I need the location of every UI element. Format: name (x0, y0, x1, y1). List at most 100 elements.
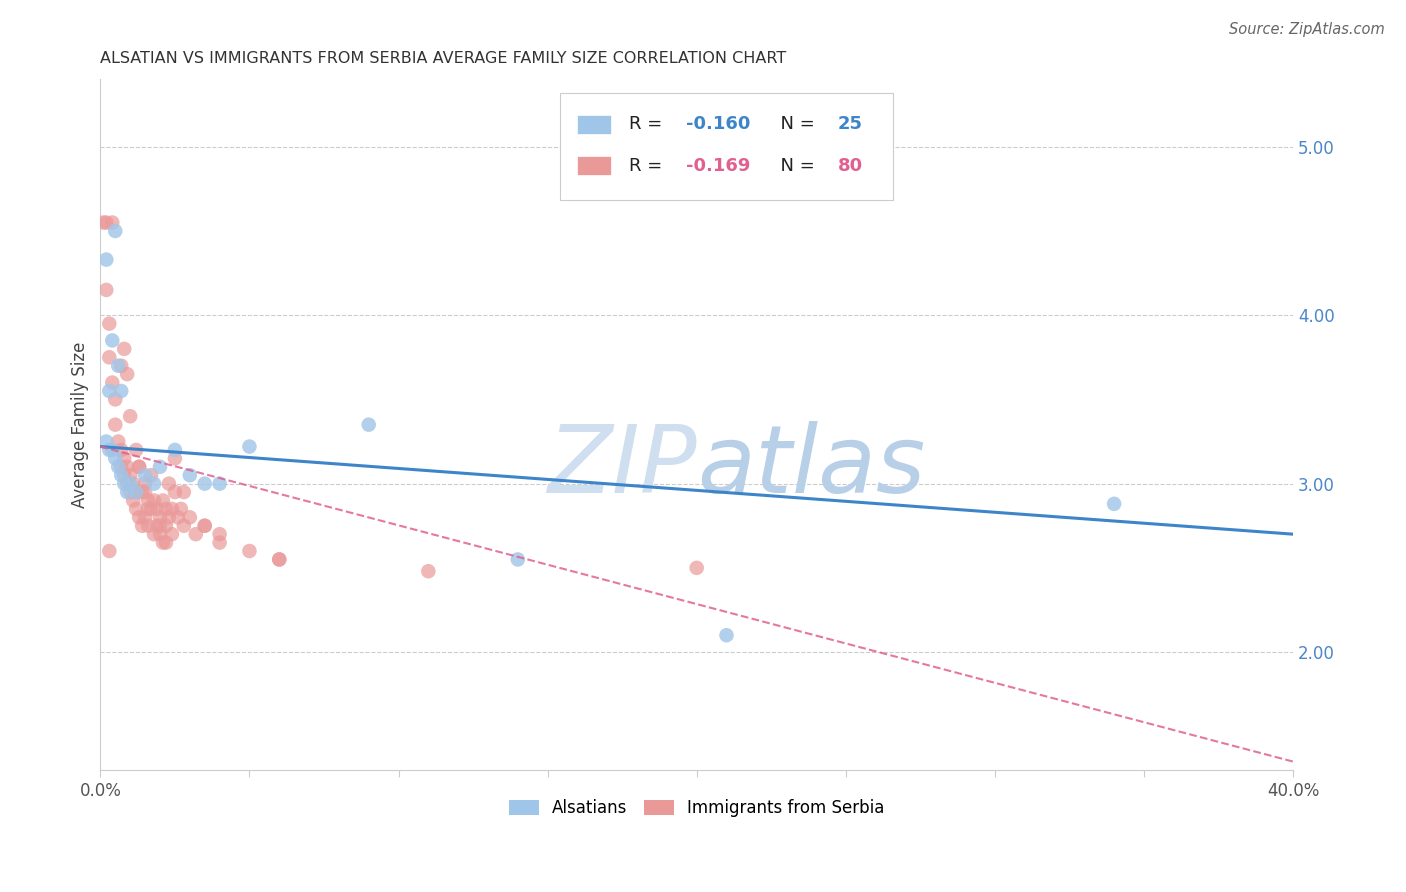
Point (125, 442, 148, 457)
Point (125, 502, 148, 516)
Point (173, 485, 195, 500)
Point (107, 459, 129, 474)
Point (179, 468, 201, 483)
Point (131, 485, 153, 500)
Point (104, 451, 127, 466)
Text: -0.169: -0.169 (686, 157, 751, 175)
Point (112, 342, 135, 356)
Point (110, 468, 132, 483)
Point (163, 442, 186, 457)
Point (120, 476, 142, 491)
Point (157, 510, 180, 524)
Point (120, 468, 142, 483)
Point (110, 359, 132, 373)
Point (98, 544, 121, 558)
Point (107, 359, 129, 373)
Text: atlas: atlas (697, 421, 925, 512)
Point (96, 215, 118, 229)
Point (98, 317, 121, 331)
Point (152, 493, 174, 508)
Point (160, 502, 183, 516)
Point (101, 442, 124, 457)
Text: N =: N = (769, 157, 821, 175)
Point (101, 334, 124, 348)
Point (149, 518, 172, 533)
Point (146, 518, 169, 533)
Point (122, 493, 145, 508)
Point (134, 476, 156, 491)
Point (139, 468, 162, 483)
Point (155, 518, 177, 533)
Point (98, 351, 121, 365)
Point (136, 493, 159, 508)
Text: 80: 80 (838, 157, 862, 175)
Point (107, 434, 129, 449)
Point (179, 510, 201, 524)
Text: ZIP: ZIP (547, 421, 697, 512)
Point (96, 434, 118, 449)
Point (686, 561, 709, 575)
Point (120, 485, 142, 500)
FancyBboxPatch shape (578, 156, 610, 176)
Point (194, 518, 217, 533)
Point (115, 367, 138, 381)
Point (143, 527, 166, 541)
Point (136, 502, 159, 516)
Point (110, 442, 132, 457)
Text: Source: ZipAtlas.com: Source: ZipAtlas.com (1229, 22, 1385, 37)
Point (104, 224, 127, 238)
Text: -0.160: -0.160 (686, 115, 751, 133)
Point (139, 502, 162, 516)
Point (163, 485, 186, 500)
Point (120, 409, 142, 424)
Point (98, 442, 121, 457)
Point (143, 493, 166, 508)
Point (208, 527, 231, 541)
Point (149, 459, 172, 474)
Text: R =: R = (628, 115, 668, 133)
Point (101, 376, 124, 390)
Point (101, 215, 124, 229)
Point (157, 476, 180, 491)
Point (110, 459, 132, 474)
Point (122, 476, 145, 491)
Point (152, 535, 174, 549)
Text: ALSATIAN VS IMMIGRANTS FROM SERBIA AVERAGE FAMILY SIZE CORRELATION CHART: ALSATIAN VS IMMIGRANTS FROM SERBIA AVERA… (100, 51, 786, 66)
Point (96, 283, 118, 297)
Point (208, 535, 231, 549)
Point (104, 392, 127, 407)
Y-axis label: Average Family Size: Average Family Size (72, 342, 89, 508)
Point (160, 527, 183, 541)
Point (149, 527, 172, 541)
Point (167, 510, 190, 524)
Point (173, 518, 195, 533)
Point (716, 628, 738, 642)
Point (98, 384, 121, 398)
Point (128, 510, 150, 524)
Point (146, 502, 169, 516)
FancyBboxPatch shape (560, 93, 893, 200)
Point (134, 510, 156, 524)
Point (112, 476, 135, 491)
Point (1102, 497, 1125, 511)
Point (136, 518, 159, 533)
Point (238, 440, 260, 454)
Point (104, 417, 127, 432)
Point (170, 502, 193, 516)
Point (115, 485, 138, 500)
Point (184, 527, 207, 541)
Point (155, 502, 177, 516)
Point (91, 215, 114, 229)
Text: 25: 25 (838, 115, 862, 133)
Point (357, 417, 380, 432)
Legend: Alsatians, Immigrants from Serbia: Alsatians, Immigrants from Serbia (502, 792, 891, 824)
Point (208, 476, 231, 491)
Point (115, 476, 138, 491)
Point (134, 485, 156, 500)
Point (115, 459, 138, 474)
Point (96, 252, 118, 267)
Point (143, 476, 166, 491)
Point (194, 518, 217, 533)
Point (163, 451, 186, 466)
Point (269, 552, 291, 566)
